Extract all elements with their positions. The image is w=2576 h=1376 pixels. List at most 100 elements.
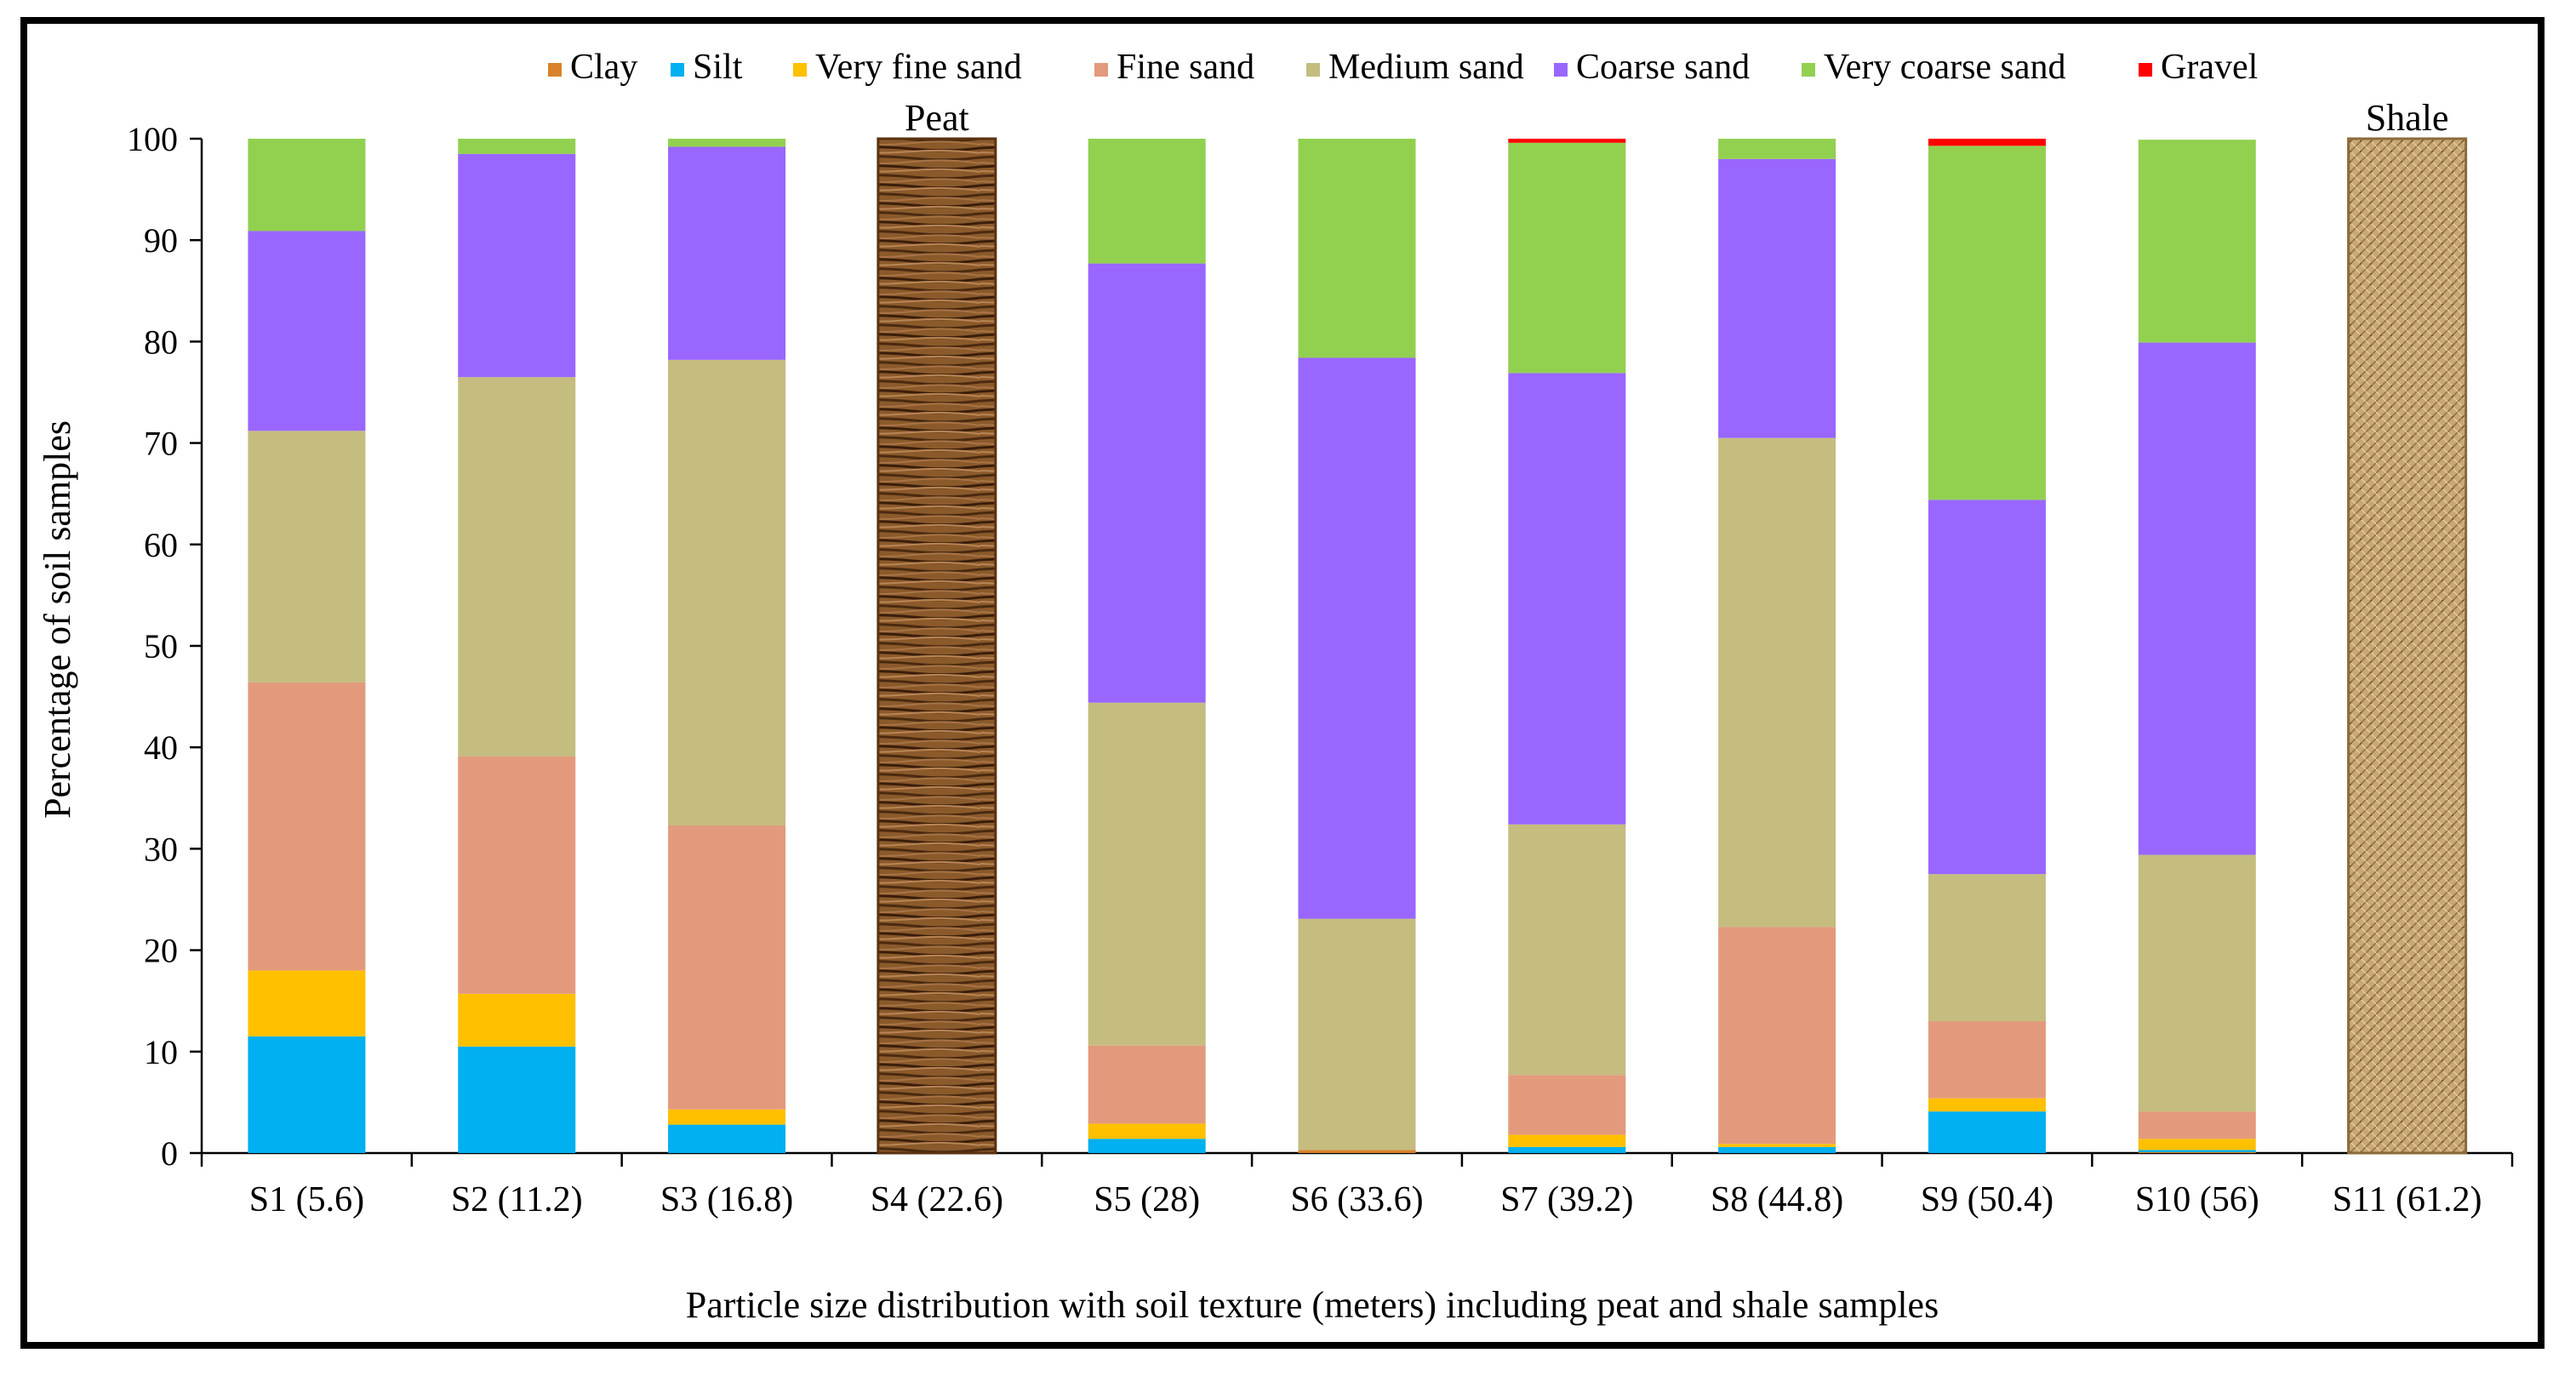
bar-segment-fine-sand: [1508, 1075, 1626, 1135]
y-tick-label: 0: [161, 1134, 178, 1173]
bar-segment-fine-sand: [668, 825, 786, 1110]
y-axis-label: Percentage of soil samples: [37, 420, 78, 819]
bar-segment-clay: [2138, 1151, 2256, 1153]
bar-segment-coarse-sand: [668, 146, 786, 360]
bar-segment-very-coarse-sand: [2138, 140, 2256, 343]
bar-segment-coarse-sand: [1928, 500, 2046, 875]
x-tick-label: S7 (39.2): [1500, 1180, 1633, 1219]
bar-segment-very-fine-sand: [2138, 1139, 2256, 1150]
bar-segment-silt: [1088, 1139, 1206, 1153]
bar-segment-very-coarse-sand: [668, 139, 786, 147]
legend-swatch-fine-sand: [1094, 63, 1108, 77]
bar-segment-very-fine-sand: [248, 970, 366, 1036]
bar-segment-silt: [248, 1036, 366, 1153]
x-tick-label: S3 (16.8): [660, 1180, 793, 1219]
bar-segment-fine-sand: [1718, 927, 1836, 1145]
bar-segment-fine-sand: [1928, 1021, 2046, 1099]
bar-segment-silt: [2138, 1150, 2256, 1152]
y-tick-label: 20: [144, 932, 178, 970]
x-tick-label: S5 (28): [1094, 1180, 1200, 1219]
y-tick-label: 80: [144, 323, 178, 361]
legend-label-clay: Clay: [570, 48, 637, 87]
legend-label-very-coarse-sand: Very coarse sand: [1824, 48, 2066, 87]
bar-segment-medium-sand: [668, 359, 786, 825]
bar-segment-medium-sand: [1298, 918, 1416, 1150]
bar-segment-fine-sand: [2138, 1111, 2256, 1139]
legend-label-very-fine-sand: Very fine sand: [815, 48, 1022, 87]
axes: 0 10 20 30 40 50 60 70 80 90 100 S1 (5.6) S2 (11.2) S…: [127, 120, 2514, 1219]
chart-frame: Clay Silt Very fine sand Fine sand Medium sa…: [20, 17, 2545, 1349]
legend-swatch-clay: [548, 63, 562, 77]
bar-segment-very-coarse-sand: [248, 139, 366, 231]
bar-peat: [877, 137, 997, 1155]
bar-segment-medium-sand: [2138, 854, 2256, 1112]
x-tick-label: S1 (5.6): [249, 1180, 364, 1219]
bar-segment-medium-sand: [1928, 874, 2046, 1022]
legend-swatch-gravel: [2139, 63, 2152, 77]
legend-swatch-very-fine-sand: [793, 63, 807, 77]
y-tick-label: 100: [127, 120, 178, 158]
bar-segment-fine-sand: [458, 756, 576, 994]
y-tick-label: 60: [144, 526, 178, 564]
legend-swatch-very-coarse-sand: [1802, 63, 1815, 77]
bar-segment-coarse-sand: [1298, 357, 1416, 919]
x-tick-label: S10 (56): [2135, 1180, 2259, 1219]
legend-label-coarse-sand: Coarse sand: [1576, 48, 1750, 87]
legend-swatch-silt: [671, 63, 684, 77]
y-tick-label: 70: [144, 425, 178, 463]
bar-segment-very-fine-sand: [1508, 1134, 1626, 1147]
bar-segment-very-fine-sand: [1088, 1123, 1206, 1139]
bar-segment-silt: [1928, 1111, 2046, 1153]
bar-label-shale: Shale: [2366, 97, 2449, 139]
x-axis-label: Particle size distribution with soil tex…: [686, 1284, 1939, 1326]
y-tick-label: 30: [144, 830, 178, 868]
bar-segment-silt: [668, 1124, 786, 1153]
x-tick-label: S2 (11.2): [451, 1180, 583, 1219]
legend-label-gravel: Gravel: [2161, 48, 2258, 87]
bar-segment-medium-sand: [1508, 824, 1626, 1076]
bar-segment-coarse-sand: [248, 231, 366, 431]
legend-swatch-medium-sand: [1306, 63, 1320, 77]
bar-segment-very-coarse-sand: [1928, 146, 2046, 500]
bar-segment-fine-sand: [1088, 1045, 1206, 1124]
legend-label-silt: Silt: [693, 48, 743, 87]
y-tick-label: 90: [144, 221, 178, 260]
x-tick-label: S4 (22.6): [871, 1180, 1003, 1219]
bar-segment-coarse-sand: [1508, 373, 1626, 825]
bar-segment-silt: [1718, 1146, 1836, 1153]
bar-shale: [2347, 137, 2468, 1155]
bar-segment-medium-sand: [458, 377, 576, 757]
x-tick-label: S8 (44.8): [1711, 1180, 1843, 1219]
legend-label-fine-sand: Fine sand: [1117, 48, 1254, 87]
x-tick-label: S11 (61.2): [2333, 1180, 2482, 1219]
bar-segment-gravel: [1508, 139, 1626, 143]
stacked-bar-chart: Clay Silt Very fine sand Fine sand Medium sa…: [37, 48, 2514, 1326]
bar-segment-very-coarse-sand: [1718, 139, 1836, 159]
bars: Peat Shale: [248, 97, 2468, 1155]
bar-segment-coarse-sand: [1718, 158, 1836, 438]
bar-segment-coarse-sand: [1088, 263, 1206, 703]
bar-segment-coarse-sand: [458, 153, 576, 378]
x-tick-label: S6 (33.6): [1290, 1180, 1423, 1219]
bar-segment-coarse-sand: [2138, 342, 2256, 855]
y-tick-label: 50: [144, 627, 178, 665]
bar-segment-very-coarse-sand: [458, 139, 576, 154]
y-tick-label: 10: [144, 1033, 178, 1071]
bar-segment-medium-sand: [1718, 437, 1836, 928]
bar-segment-very-coarse-sand: [1508, 142, 1626, 374]
y-tick-label: 40: [144, 728, 178, 767]
bar-segment-very-coarse-sand: [1088, 139, 1206, 264]
bar-segment-fine-sand: [248, 682, 366, 971]
bar-segment-very-coarse-sand: [1298, 139, 1416, 358]
bar-segment-very-fine-sand: [668, 1109, 786, 1125]
bar-segment-very-fine-sand: [458, 993, 576, 1047]
legend: Clay Silt Very fine sand Fine sand Medium sa…: [548, 48, 2258, 87]
bar-segment-medium-sand: [1088, 702, 1206, 1046]
bar-segment-medium-sand: [248, 431, 366, 682]
bar-label-peat: Peat: [905, 97, 969, 139]
bar-segment-very-fine-sand: [1928, 1098, 2046, 1112]
x-tick-label: S9 (50.4): [1921, 1180, 2053, 1219]
bar-segment-gravel: [1928, 139, 2046, 146]
bar-segment-clay: [1298, 1150, 1416, 1153]
legend-label-medium-sand: Medium sand: [1328, 48, 1524, 87]
